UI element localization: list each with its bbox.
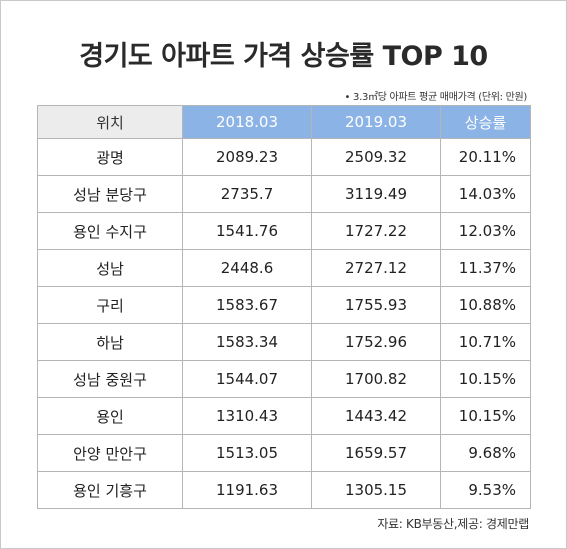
unit-note: • 3.3㎡당 아파트 평균 매매가격 (단위: 만원) (344, 92, 528, 103)
table-row: 성남 분당구 2735.7 3119.49 14.03% (37, 175, 531, 213)
cell-2019: 1443.42 (311, 397, 441, 435)
cell-rate: 9.53% (440, 471, 531, 509)
cell-location: 구리 (37, 286, 183, 324)
header-location: 위치 (37, 105, 183, 139)
header-2018: 2018.03 (182, 105, 312, 139)
table-row: 용인 수지구 1541.76 1727.22 12.03% (37, 212, 531, 250)
cell-rate: 10.71% (440, 323, 531, 361)
cell-2018: 1583.34 (182, 323, 312, 361)
cell-2018: 2089.23 (182, 138, 312, 176)
cell-2019: 1659.57 (311, 434, 441, 472)
cell-2019: 3119.49 (311, 175, 441, 213)
cell-location: 성남 분당구 (37, 175, 183, 213)
cell-2019: 2509.32 (311, 138, 441, 176)
table-row: 용인 1310.43 1443.42 10.15% (37, 397, 531, 435)
cell-rate: 20.11% (440, 138, 531, 176)
cell-2018: 1541.76 (182, 212, 312, 250)
cell-rate: 14.03% (440, 175, 531, 213)
table-row: 성남 2448.6 2727.12 11.37% (37, 249, 531, 287)
cell-2018: 1583.67 (182, 286, 312, 324)
cell-rate: 10.15% (440, 397, 531, 435)
cell-2018: 1310.43 (182, 397, 312, 435)
table-row: 광명 2089.23 2509.32 20.11% (37, 138, 531, 176)
cell-location: 안양 만안구 (37, 434, 183, 472)
table-row: 성남 중원구 1544.07 1700.82 10.15% (37, 360, 531, 398)
cell-2019: 1755.93 (311, 286, 441, 324)
cell-location: 광명 (37, 138, 183, 176)
source-note: 자료: KB부동산,제공: 경제만랩 (377, 517, 529, 531)
cell-2018: 1544.07 (182, 360, 312, 398)
table-row: 구리 1583.67 1755.93 10.88% (37, 286, 531, 324)
page-title: 경기도 아파트 가격 상승률 TOP 10 (79, 41, 488, 72)
cell-2018: 1191.63 (182, 471, 312, 509)
cell-rate: 12.03% (440, 212, 531, 250)
price-table: 위치 2018.03 2019.03 상승률 광명 2089.23 2509.32 2… (37, 105, 531, 509)
cell-rate: 10.88% (440, 286, 531, 324)
cell-2019: 1700.82 (311, 360, 441, 398)
cell-2018: 2735.7 (182, 175, 312, 213)
cell-location: 성남 중원구 (37, 360, 183, 398)
cell-2018: 2448.6 (182, 249, 312, 287)
header-2019: 2019.03 (311, 105, 441, 139)
table-header-row: 위치 2018.03 2019.03 상승률 (37, 105, 531, 139)
cell-rate: 11.37% (440, 249, 531, 287)
cell-location: 하남 (37, 323, 183, 361)
cell-2018: 1513.05 (182, 434, 312, 472)
cell-location: 용인 기흥구 (37, 471, 183, 509)
cell-2019: 1305.15 (311, 471, 441, 509)
cell-location: 성남 (37, 249, 183, 287)
table-row: 용인 기흥구 1191.63 1305.15 9.53% (37, 471, 531, 509)
cell-rate: 9.68% (440, 434, 531, 472)
cell-2019: 1727.22 (311, 212, 441, 250)
header-rate: 상승률 (440, 105, 531, 139)
table-row: 안양 만안구 1513.05 1659.57 9.68% (37, 434, 531, 472)
cell-rate: 10.15% (440, 360, 531, 398)
table-row: 하남 1583.34 1752.96 10.71% (37, 323, 531, 361)
cell-location: 용인 (37, 397, 183, 435)
cell-2019: 1752.96 (311, 323, 441, 361)
cell-2019: 2727.12 (311, 249, 441, 287)
cell-location: 용인 수지구 (37, 212, 183, 250)
